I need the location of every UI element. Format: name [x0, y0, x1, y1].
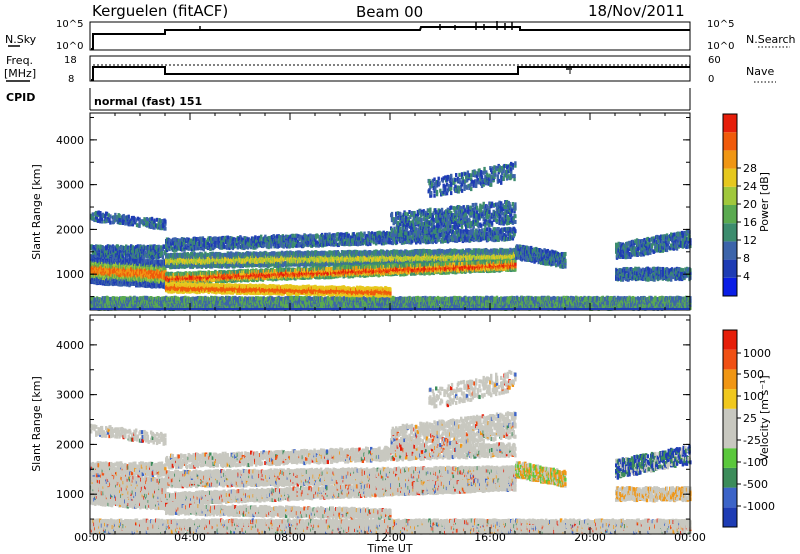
nsky-trace	[91, 27, 690, 49]
nsky-left-tick-bottom: 10^0	[56, 41, 83, 52]
date-title: 18/Nov/2011	[588, 2, 685, 20]
cpid-text: normal (fast) 151	[94, 95, 202, 108]
freq-panel: Freq. [MHz] 18 8 60 0 Nave	[4, 54, 776, 85]
nave-right-tick-bottom: 0	[708, 74, 714, 85]
station-title: Kerguelen (fitACF)	[92, 2, 228, 20]
freq-label: Freq.	[6, 54, 33, 67]
freq-left-tick-top: 18	[64, 55, 77, 66]
nave-right-tick-top: 60	[708, 55, 721, 66]
cpid-label: CPID	[6, 91, 35, 104]
freq-left-tick-bottom: 8	[68, 74, 74, 85]
nsky-right-tick-top: 10^5	[707, 19, 734, 30]
nsky-label: N.Sky	[5, 33, 37, 46]
nsky-panel: N.Sky 10^5 10^0 10^5 10^0 N.Search	[5, 19, 796, 52]
cpid-panel: CPID normal (fast) 151	[6, 88, 690, 110]
nsky-right-tick-bottom: 10^0	[707, 41, 734, 52]
power-scatter	[90, 161, 692, 311]
beam-title: Beam 00	[356, 3, 423, 21]
freq-unit-label: [MHz]	[4, 67, 36, 80]
freq-trace	[91, 67, 690, 80]
nave-label: Nave	[746, 65, 774, 78]
nsearch-label: N.Search	[746, 33, 796, 46]
nsky-left-tick-top: 10^5	[56, 19, 83, 30]
